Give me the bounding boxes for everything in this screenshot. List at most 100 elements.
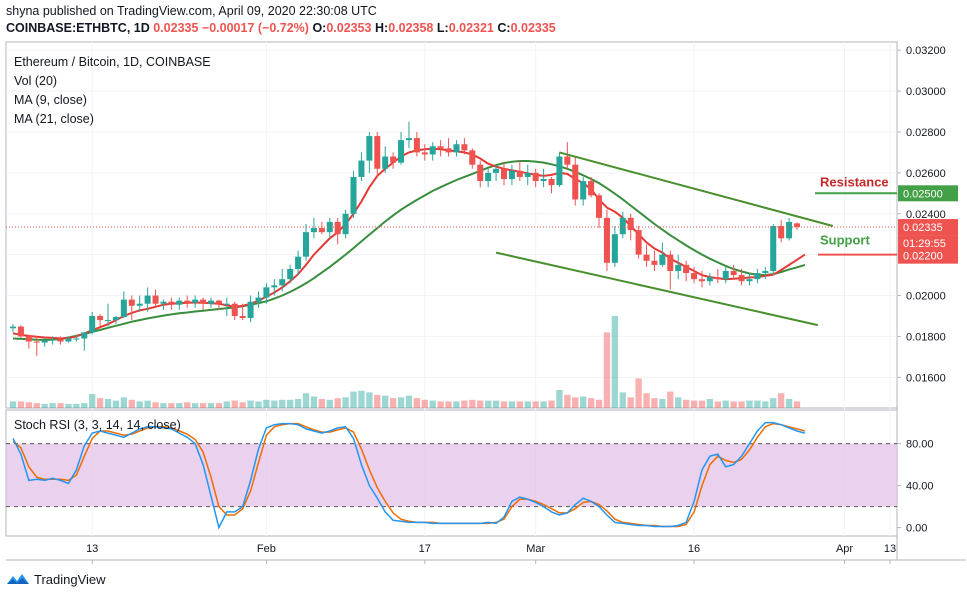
volume-bar bbox=[255, 401, 262, 408]
time-tick-label: 16 bbox=[688, 543, 700, 555]
candle bbox=[524, 164, 531, 186]
candle bbox=[73, 334, 80, 342]
volume-bar bbox=[366, 392, 373, 408]
volume-bar bbox=[160, 403, 167, 408]
candle-body bbox=[65, 338, 72, 342]
candle bbox=[548, 176, 555, 194]
candle bbox=[144, 287, 151, 312]
volume-bar bbox=[722, 400, 729, 408]
candle-body bbox=[500, 168, 507, 179]
candle-body bbox=[453, 144, 460, 153]
legend-ma9: MA (9, close) bbox=[14, 93, 87, 107]
candle-body bbox=[81, 332, 88, 339]
candle-body bbox=[263, 287, 270, 298]
time-tick-label: Feb bbox=[257, 543, 276, 555]
volume-bar bbox=[532, 401, 539, 408]
volume-bar bbox=[57, 403, 64, 408]
low-label: L: bbox=[436, 21, 449, 35]
volume-bar bbox=[263, 399, 270, 408]
volume-bar bbox=[603, 332, 611, 408]
volume-bar bbox=[89, 394, 96, 408]
main-pane bbox=[5, 41, 898, 409]
volume-bar bbox=[136, 401, 143, 408]
volume-bar bbox=[635, 378, 642, 408]
volume-bar bbox=[144, 400, 151, 408]
price-tick-label: 0.02600 bbox=[906, 168, 946, 180]
candle-body bbox=[683, 264, 690, 274]
symbol-label: COINBASE:ETHBTC, 1D bbox=[6, 21, 150, 35]
candle-body bbox=[746, 279, 753, 282]
volume-bar bbox=[9, 401, 17, 408]
volume-bar bbox=[540, 401, 547, 408]
candle-body bbox=[128, 299, 135, 306]
volume-bar bbox=[413, 398, 421, 408]
volume-bar bbox=[429, 400, 436, 408]
candle bbox=[714, 268, 721, 284]
volume-bar bbox=[675, 397, 682, 408]
volume-bar bbox=[207, 403, 215, 408]
footer-brand[interactable]: TradingView bbox=[6, 571, 106, 587]
candle-body bbox=[540, 178, 547, 182]
volume-bar bbox=[564, 394, 571, 408]
candle bbox=[493, 164, 500, 182]
support-label: Support bbox=[820, 233, 870, 248]
time-tick-label: Mar bbox=[526, 543, 545, 555]
candle-body bbox=[786, 221, 793, 239]
candle bbox=[691, 266, 698, 284]
candle-body bbox=[89, 315, 96, 333]
volume-bar bbox=[405, 395, 413, 408]
candle bbox=[303, 223, 310, 261]
candle-body bbox=[596, 195, 603, 218]
support-level-badge-text: 0.02200 bbox=[903, 251, 943, 263]
candle-body bbox=[295, 256, 302, 269]
volume-bar bbox=[342, 397, 349, 408]
candle-body bbox=[144, 295, 151, 304]
candle-body bbox=[485, 172, 492, 182]
candle-body bbox=[477, 164, 484, 182]
volume-bar bbox=[421, 399, 428, 408]
candle-body bbox=[350, 176, 357, 214]
candle bbox=[255, 291, 262, 308]
volume-bar bbox=[619, 392, 626, 408]
candle bbox=[247, 295, 254, 323]
price-tick-label: 0.02800 bbox=[906, 127, 946, 139]
volume-bar bbox=[690, 400, 698, 408]
volume-bar bbox=[112, 400, 120, 408]
candle-body bbox=[564, 156, 571, 165]
volume-bar bbox=[120, 397, 128, 408]
volume-bar bbox=[397, 397, 405, 408]
candle-body bbox=[152, 295, 159, 304]
candle bbox=[239, 303, 246, 321]
resistance-label: Resistance bbox=[820, 174, 889, 189]
candle bbox=[271, 279, 278, 296]
tradingview-logo-icon bbox=[7, 574, 29, 584]
volume-bar bbox=[239, 402, 246, 408]
footer-brand-label: TradingView bbox=[34, 571, 106, 587]
open-label: O: bbox=[312, 21, 327, 35]
volume-bar bbox=[49, 403, 56, 408]
candle-body bbox=[508, 170, 515, 179]
volume-bar bbox=[152, 402, 159, 408]
volume-bar bbox=[762, 401, 769, 408]
volume-bar bbox=[777, 393, 785, 408]
price-tick-label: 0.03200 bbox=[906, 45, 946, 57]
volume-bar bbox=[302, 393, 310, 408]
legend-ma21: MA (21, close) bbox=[14, 112, 94, 126]
candle-body bbox=[41, 340, 48, 343]
volume-bar bbox=[223, 401, 230, 408]
candle bbox=[358, 152, 365, 182]
candle bbox=[374, 131, 381, 177]
candle bbox=[532, 168, 539, 188]
candle-body bbox=[651, 260, 658, 265]
volume-bar bbox=[41, 403, 48, 408]
candle-body bbox=[714, 277, 721, 280]
candle bbox=[453, 140, 460, 157]
candle bbox=[722, 266, 729, 284]
volume-bar bbox=[643, 393, 650, 408]
candle bbox=[41, 338, 48, 347]
candle-body bbox=[770, 226, 777, 272]
candle-body bbox=[334, 221, 341, 235]
candle-body bbox=[532, 172, 539, 182]
volume-bar bbox=[793, 401, 801, 408]
